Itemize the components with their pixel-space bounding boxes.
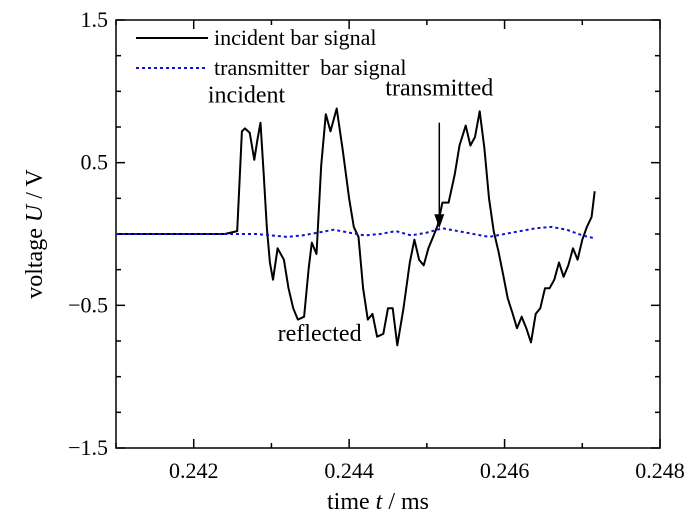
- annotation-transmitted: transmitted: [385, 76, 493, 102]
- y-axis-label-unit: / V: [22, 169, 48, 199]
- x-tick-label: 0.248: [635, 458, 685, 483]
- x-axis-label-prefix: time: [327, 489, 370, 515]
- x-axis-label-unit: / ms: [388, 489, 429, 515]
- series-line-incident: [116, 107, 596, 347]
- y-tick-label: 1.5: [81, 7, 109, 32]
- arrow-head: [434, 214, 445, 229]
- x-tick-label: 0.242: [169, 458, 219, 483]
- y-axis-label-prefix: voltage: [22, 228, 48, 299]
- legend-label-incident: incident bar signal: [214, 25, 377, 50]
- y-axis-label: voltage U / V: [22, 169, 48, 299]
- series-line-transmitter: [116, 225, 595, 240]
- y-axis-label-var: U: [22, 203, 48, 222]
- y-tick-label: −1.5: [68, 435, 108, 460]
- legend-label-transmitter: transmitter bar signal: [214, 55, 406, 80]
- annotations: incident transmitted reflected: [208, 76, 493, 347]
- y-tick-label: 0.5: [81, 150, 109, 175]
- axis-tick-labels: 0.242 0.244 0.246 0.248 −1.5 −0.5 0.5 1.5: [68, 7, 685, 483]
- annotation-reflected: reflected: [278, 321, 362, 347]
- series-lines: [116, 107, 596, 347]
- x-axis-label-var: t: [376, 489, 384, 515]
- legend: incident bar signal transmitter bar sign…: [136, 25, 406, 80]
- y-tick-label: −0.5: [68, 292, 108, 317]
- x-tick-label: 0.244: [324, 458, 374, 483]
- x-axis-label: time t / ms: [327, 489, 429, 515]
- x-tick-label: 0.246: [480, 458, 530, 483]
- annotation-incident: incident: [208, 83, 286, 109]
- axis-ticks: [115, 19, 661, 449]
